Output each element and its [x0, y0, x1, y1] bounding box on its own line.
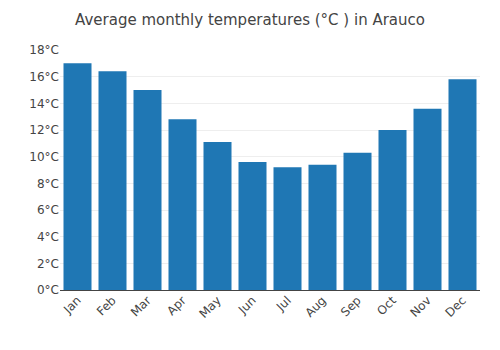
- svg-text:Nov: Nov: [407, 293, 433, 319]
- svg-text:4°C: 4°C: [37, 230, 59, 244]
- svg-text:Sep: Sep: [338, 293, 364, 319]
- svg-text:Apr: Apr: [164, 293, 189, 318]
- svg-text:16°C: 16°C: [29, 70, 59, 84]
- svg-text:May: May: [196, 293, 223, 320]
- svg-text:0°C: 0°C: [37, 283, 59, 297]
- svg-text:10°C: 10°C: [29, 150, 59, 164]
- svg-text:Mar: Mar: [128, 293, 154, 319]
- svg-text:12°C: 12°C: [29, 123, 59, 137]
- svg-text:Jun: Jun: [235, 293, 259, 317]
- svg-text:2°C: 2°C: [37, 257, 59, 271]
- svg-text:Feb: Feb: [94, 293, 119, 318]
- svg-text:8°C: 8°C: [37, 177, 59, 191]
- svg-text:Oct: Oct: [374, 293, 399, 318]
- svg-text:14°C: 14°C: [29, 97, 59, 111]
- svg-text:Jul: Jul: [273, 293, 294, 314]
- svg-text:Jan: Jan: [60, 293, 84, 317]
- svg-text:Dec: Dec: [443, 293, 469, 319]
- svg-text:Average monthly temperatures (: Average monthly temperatures (°C ) in Ar…: [75, 11, 425, 29]
- svg-text:Aug: Aug: [302, 293, 328, 319]
- svg-text:18°C: 18°C: [29, 43, 59, 57]
- svg-text:6°C: 6°C: [37, 203, 59, 217]
